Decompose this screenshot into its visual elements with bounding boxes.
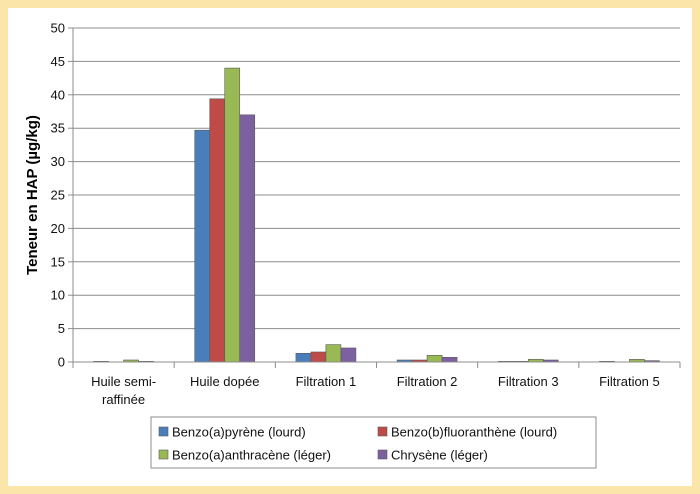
- x-tick-label: Filtration 5: [599, 374, 660, 389]
- y-tick-label: 25: [51, 188, 65, 203]
- legend-entry-label: Chrysène (léger): [391, 448, 488, 463]
- legend-swatch: [377, 449, 388, 460]
- bar: [239, 114, 256, 363]
- bar: [194, 129, 211, 363]
- y-tick-label: 10: [51, 288, 65, 303]
- legend-swatch: [377, 426, 388, 437]
- y-tick-labels: 0 5 10 15 20 25 30 35 40 45 50: [51, 21, 65, 370]
- y-tick-label: 50: [51, 21, 65, 36]
- y-tick-label: 35: [51, 121, 65, 136]
- gridlines: [73, 27, 680, 330]
- y-tick-label: 30: [51, 154, 65, 169]
- x-tick-label: Filtration 1: [296, 374, 357, 389]
- y-tick-label: 45: [51, 54, 65, 69]
- y-tick-label: 5: [58, 321, 65, 336]
- axes: [68, 27, 681, 368]
- legend-entry-label: Benzo(a)pyrène (lourd): [172, 425, 306, 440]
- legend-swatch: [158, 449, 169, 460]
- bar: [295, 353, 312, 363]
- y-tick-label: 20: [51, 221, 65, 236]
- bar: [310, 351, 327, 363]
- legend-box: [150, 416, 597, 469]
- bars: [93, 67, 660, 363]
- y-axis-label: Teneur en HAP (µg/kg): [24, 115, 41, 275]
- x-tick-label: Huile dopée: [190, 374, 259, 389]
- x-tick-label: Filtration 2: [397, 374, 458, 389]
- y-tick-label: 40: [51, 87, 65, 102]
- legend-swatch: [158, 426, 169, 437]
- y-tick-label: 15: [51, 254, 65, 269]
- x-tick-label: Filtration 3: [498, 374, 559, 389]
- x-tick-label: Huile semi-: [91, 374, 156, 389]
- legend: Benzo(a)pyrène (lourd) Benzo(b)fluoranthè…: [150, 416, 597, 469]
- bar: [224, 67, 241, 363]
- bar: [340, 347, 357, 363]
- y-tick-label: 0: [58, 355, 65, 370]
- bar: [325, 344, 342, 363]
- legend-entry-label: Benzo(b)fluoranthène (lourd): [391, 425, 557, 440]
- legend-entry-label: Benzo(a)anthracène (léger): [172, 448, 331, 463]
- bar: [426, 355, 443, 363]
- bar: [441, 357, 458, 363]
- bar: [209, 98, 226, 363]
- x-tick-labels: Huile semi-raffinée Huile dopée Filtration…: [91, 374, 660, 407]
- x-tick-label: raffinée: [102, 392, 145, 407]
